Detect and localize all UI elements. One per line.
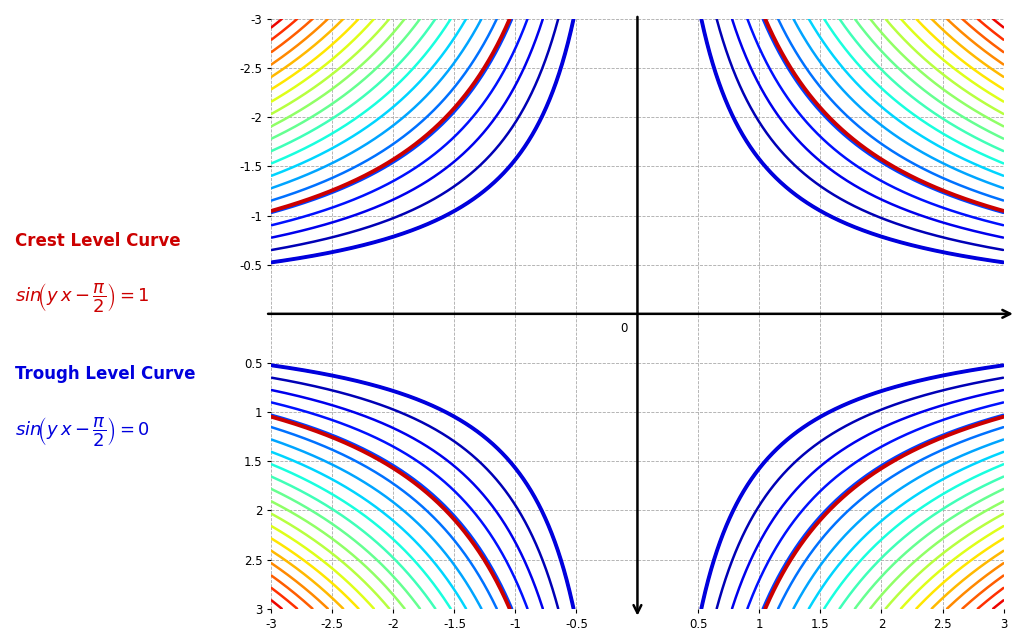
Text: $\mathit{sin}\!\left(y\,x-\dfrac{\pi}{2}\right)=1$: $\mathit{sin}\!\left(y\,x-\dfrac{\pi}{2}…: [15, 281, 150, 314]
Text: 0: 0: [621, 321, 628, 335]
Text: Trough Level Curve: Trough Level Curve: [15, 365, 196, 383]
Text: $\mathit{sin}\!\left(y\,x-\dfrac{\pi}{2}\right)=0$: $\mathit{sin}\!\left(y\,x-\dfrac{\pi}{2}…: [15, 415, 151, 448]
Text: Crest Level Curve: Crest Level Curve: [15, 232, 181, 250]
